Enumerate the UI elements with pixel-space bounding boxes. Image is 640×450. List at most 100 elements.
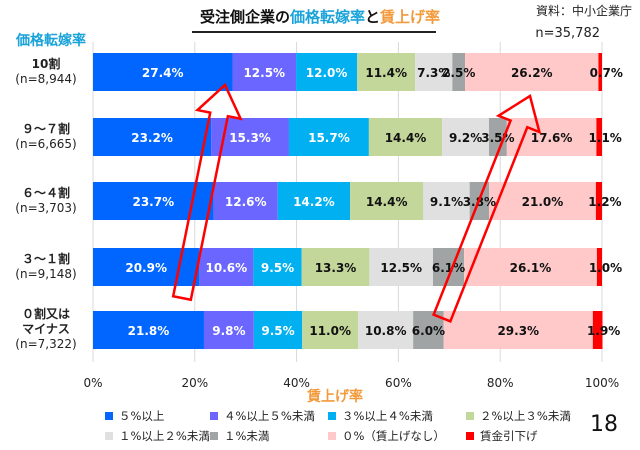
category-label: ６～４割 — [21, 186, 70, 200]
bar-segment — [350, 182, 424, 220]
x-tick-label: 40% — [283, 376, 310, 390]
category-label: ３～１割 — [21, 252, 70, 266]
data-label: 11.0% — [309, 324, 351, 338]
bar-segment — [277, 182, 351, 220]
bar-segment — [595, 182, 602, 220]
bar-segment — [489, 182, 596, 220]
x-tick-label: 20% — [181, 376, 209, 390]
row-label: ６～４割 (n=3,703) — [0, 186, 92, 216]
legend-swatch — [105, 432, 113, 440]
bar-segment — [592, 311, 603, 349]
data-label: 12.0% — [306, 66, 348, 80]
data-label: 9.2% — [449, 131, 482, 145]
data-label: 9.5% — [261, 324, 294, 338]
data-label: 9.8% — [212, 324, 245, 338]
bar-segment — [213, 182, 278, 220]
data-label: 12.6% — [225, 195, 267, 209]
bar-segment — [93, 53, 233, 91]
legend-swatch — [105, 412, 113, 420]
bar-segment — [301, 248, 370, 286]
category-label-line2: マイナス — [22, 322, 70, 336]
data-label: 14.4% — [385, 131, 427, 145]
data-label: 26.2% — [511, 66, 553, 80]
bar-segment — [442, 118, 490, 156]
y-axis-title: 価格転嫁率 — [16, 33, 86, 49]
bar-segment — [596, 118, 602, 156]
bar-segment — [358, 311, 414, 349]
data-label: 14.4% — [366, 195, 408, 209]
category-n: (n=8,944) — [15, 72, 77, 86]
data-label: 23.2% — [131, 131, 173, 145]
bar-segment — [596, 248, 602, 286]
category-n: (n=6,665) — [15, 137, 77, 151]
legend-swatch — [210, 412, 218, 420]
bar-segment — [598, 53, 602, 91]
legend-item: ４%以上５%未満 — [210, 408, 315, 424]
category-n: (n=7,322) — [15, 337, 77, 351]
data-label: 2.5% — [442, 66, 475, 80]
data-label: 27.4% — [142, 66, 184, 80]
legend-item: ２%以上３%未満 — [466, 408, 571, 424]
data-label: 14.2% — [293, 195, 335, 209]
bar-segment — [489, 118, 507, 156]
data-label: 1.0% — [589, 261, 622, 275]
legend-swatch — [328, 432, 336, 440]
legend-swatch — [466, 412, 474, 420]
row-label: ３～１割 (n=9,148) — [0, 252, 92, 282]
legend-swatch — [210, 432, 218, 440]
bar-segment — [423, 182, 470, 220]
category-label: ９～７割 — [21, 122, 70, 136]
legend-item: 賃金引下げ — [466, 428, 538, 444]
legend-label: ０%（賃上げなし） — [342, 429, 445, 443]
bar-segment — [452, 53, 466, 91]
page-number: 18 — [590, 412, 618, 437]
category-label: ０割又は — [21, 307, 70, 321]
legend-swatch — [466, 432, 474, 440]
data-label: 6.1% — [432, 261, 465, 275]
legend-item: １%以上２%未満 — [105, 428, 210, 444]
data-label: 15.7% — [308, 131, 350, 145]
data-label: 13.3% — [315, 261, 357, 275]
category-n: (n=3,703) — [15, 201, 77, 215]
row-label: ０割又は マイナス (n=7,322) — [0, 307, 92, 352]
data-label: 6.0% — [412, 324, 445, 338]
bar-segment — [465, 53, 599, 91]
data-label: 21.8% — [128, 324, 170, 338]
category-n: (n=9,148) — [15, 267, 77, 281]
data-label: 23.7% — [132, 195, 174, 209]
x-tick-label: 80% — [486, 376, 514, 390]
x-axis-title: 賃上げ率 — [307, 389, 363, 405]
legend-label: １%未満 — [224, 429, 270, 443]
data-label: 9.1% — [430, 195, 463, 209]
x-tick-label: 0% — [83, 376, 103, 390]
data-label: 7.3% — [417, 66, 450, 80]
bar-segment — [253, 248, 302, 286]
data-label: 11.4% — [365, 66, 407, 80]
source-note: 資料：中小企業庁 — [535, 4, 632, 18]
bar-segment — [506, 118, 597, 156]
bar-segment — [368, 118, 443, 156]
bar-segment — [357, 53, 416, 91]
bar-segment — [203, 311, 254, 349]
data-label: 10.6% — [206, 261, 248, 275]
legend-label: ５%以上 — [119, 409, 165, 423]
data-label: 26.1% — [510, 261, 552, 275]
data-label: 17.6% — [531, 131, 573, 145]
legend-label: ４%以上５%未満 — [224, 409, 315, 423]
legend-label: ３%以上４%未満 — [342, 409, 433, 423]
bar-segment — [232, 53, 297, 91]
title-underline — [192, 31, 436, 33]
data-label: 21.0% — [522, 195, 564, 209]
row-label: ９～７割 (n=6,665) — [0, 122, 92, 152]
data-label: 1.1% — [589, 131, 622, 145]
data-label: 20.9% — [125, 261, 167, 275]
total-n: n=35,782 — [535, 26, 600, 41]
row-label: 10割 (n=8,944) — [0, 57, 92, 87]
data-label: 0.7% — [590, 66, 623, 80]
x-tick-label: 60% — [385, 376, 412, 390]
bar-segment — [93, 118, 212, 156]
legend-item: ５%以上 — [105, 408, 164, 424]
data-label: 15.3% — [229, 131, 271, 145]
bar-segment — [302, 311, 359, 349]
